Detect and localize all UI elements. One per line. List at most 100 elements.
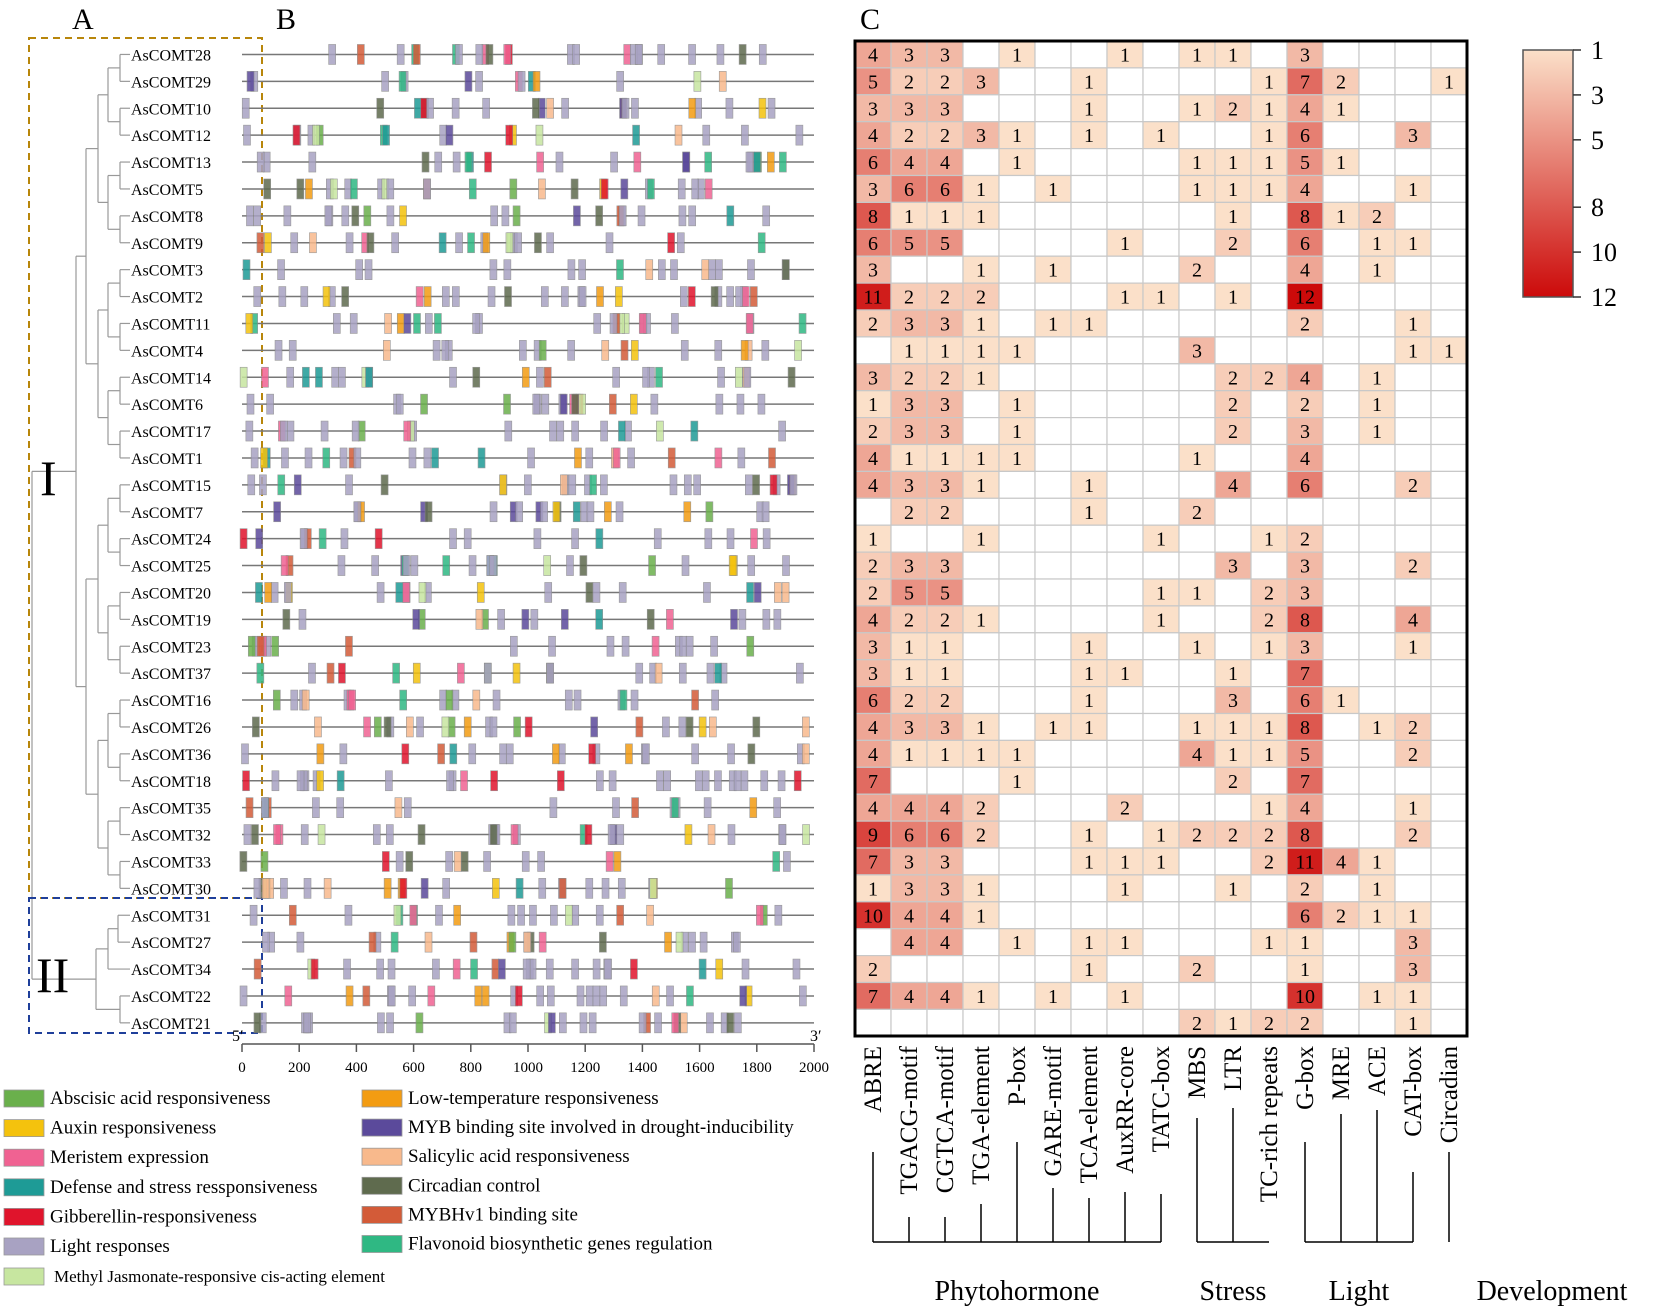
heatmap-cell <box>998 632 1036 661</box>
heatmap-cell <box>1430 148 1468 177</box>
cell-value-label: 1 <box>1120 663 1130 685</box>
cis-element-box <box>758 97 767 119</box>
cell-value-label: 1 <box>1192 98 1202 120</box>
cis-element-box <box>752 716 761 738</box>
cell-value-label: 8 <box>1300 206 1310 228</box>
cis-element-box <box>505 232 514 254</box>
cell-value-label: 1 <box>1228 878 1238 900</box>
cis-element-box <box>552 501 561 523</box>
heatmap-cell <box>1322 981 1360 1010</box>
cis-element-box <box>760 770 769 792</box>
cis-element-box <box>340 528 349 549</box>
heatmap-cell <box>1142 201 1180 230</box>
axis-tick-label: 800 <box>460 1060 483 1076</box>
heatmap-cell <box>1034 578 1072 607</box>
cis-element-box <box>290 232 299 254</box>
heatmap-cell <box>1358 766 1396 795</box>
gene-label: AsCOMT22 <box>131 989 211 1006</box>
cis-element-box <box>656 420 664 442</box>
heatmap-cell <box>1358 685 1396 715</box>
heatmap-cell <box>890 981 928 1010</box>
heatmap-cell <box>1034 228 1072 257</box>
cis-element-box <box>523 931 532 953</box>
heatmap-cell <box>1034 739 1072 768</box>
cis-element-box <box>607 824 616 845</box>
cis-element-box <box>310 958 319 980</box>
cis-element-box <box>477 447 486 469</box>
heatmap-cell <box>1394 40 1432 69</box>
heatmap-cell <box>1322 605 1360 634</box>
heatmap-cell <box>1034 901 1072 930</box>
cell-value-label: 1 <box>1120 878 1130 900</box>
column-label: ACE <box>1364 1046 1391 1096</box>
cis-element-box <box>532 97 540 119</box>
gene-label: AsCOMT14 <box>131 370 211 387</box>
heatmap-cell <box>1070 793 1108 822</box>
heatmap-cell <box>998 524 1036 553</box>
cis-element-box <box>549 420 557 442</box>
heatmap-cell <box>998 228 1036 257</box>
heatmap-cell <box>1322 820 1360 849</box>
heatmap-cell <box>1106 174 1144 203</box>
cis-element-box <box>802 743 810 765</box>
cis-element-box <box>499 474 507 496</box>
cis-element-box <box>445 124 454 146</box>
cis-element-box <box>745 474 753 496</box>
axis-tick-label: 400 <box>345 1060 368 1076</box>
cis-element-box <box>573 205 581 227</box>
cis-element-box <box>605 232 614 254</box>
legend-label: Flavonoid biosynthetic genes regulation <box>408 1234 713 1255</box>
heatmap-cell <box>890 524 928 553</box>
cis-element-box <box>475 71 483 92</box>
cis-element-box <box>402 582 411 603</box>
cis-element-box <box>293 474 302 496</box>
cell-value-label: 4 <box>868 744 878 766</box>
heatmap-cell <box>1034 847 1072 876</box>
cis-element-box <box>468 743 477 765</box>
cis-element-box <box>691 178 700 200</box>
cis-element-box <box>536 985 544 1007</box>
cis-element-box <box>245 313 254 334</box>
heatmap-cell <box>1394 524 1432 553</box>
cis-element-box <box>677 178 686 200</box>
heatmap-cell <box>1358 417 1396 446</box>
heatmap-cell <box>1070 981 1108 1010</box>
cis-element-box <box>261 797 269 818</box>
cis-element-box <box>242 770 250 792</box>
cell-value-label: 2 <box>1300 878 1310 900</box>
heatmap-cell <box>1250 901 1288 930</box>
cell-value-label: 2 <box>1372 206 1382 228</box>
heatmap-cell <box>1250 766 1288 795</box>
cis-element-box <box>683 501 692 523</box>
heatmap-cell <box>1178 390 1216 419</box>
heatmap-cell <box>1322 470 1360 499</box>
heatmap-cell <box>926 954 964 984</box>
heatmap-cell <box>1358 847 1396 876</box>
cis-element-box <box>715 958 724 980</box>
heatmap-cell <box>854 928 892 957</box>
cis-element-box <box>260 447 268 469</box>
cis-element-box <box>793 770 802 792</box>
cis-element-box <box>253 1012 262 1034</box>
heatmap-cell <box>1286 712 1324 741</box>
cis-element-box <box>654 662 663 684</box>
cis-element-box <box>333 313 341 334</box>
heatmap-cell <box>1358 121 1396 150</box>
cell-value-label: 6 <box>940 825 950 847</box>
cis-element-box <box>645 259 654 280</box>
heatmap-cell <box>1394 928 1432 957</box>
cis-element-box <box>262 931 270 953</box>
heatmap-cell <box>1250 632 1288 661</box>
cell-value-label: 4 <box>868 448 878 470</box>
heatmap-cell <box>890 793 928 822</box>
cis-element-box <box>662 716 670 738</box>
cis-element-box <box>423 447 432 469</box>
cis-element-box <box>646 904 654 926</box>
cell-value-label: 3 <box>940 421 950 443</box>
cell-value-label: 4 <box>940 152 950 174</box>
heatmap-cell <box>1214 309 1252 338</box>
heatmap-cell <box>890 497 928 526</box>
cis-element-box <box>434 151 443 173</box>
cis-element-box <box>463 716 472 738</box>
cis-element-box <box>609 393 617 415</box>
